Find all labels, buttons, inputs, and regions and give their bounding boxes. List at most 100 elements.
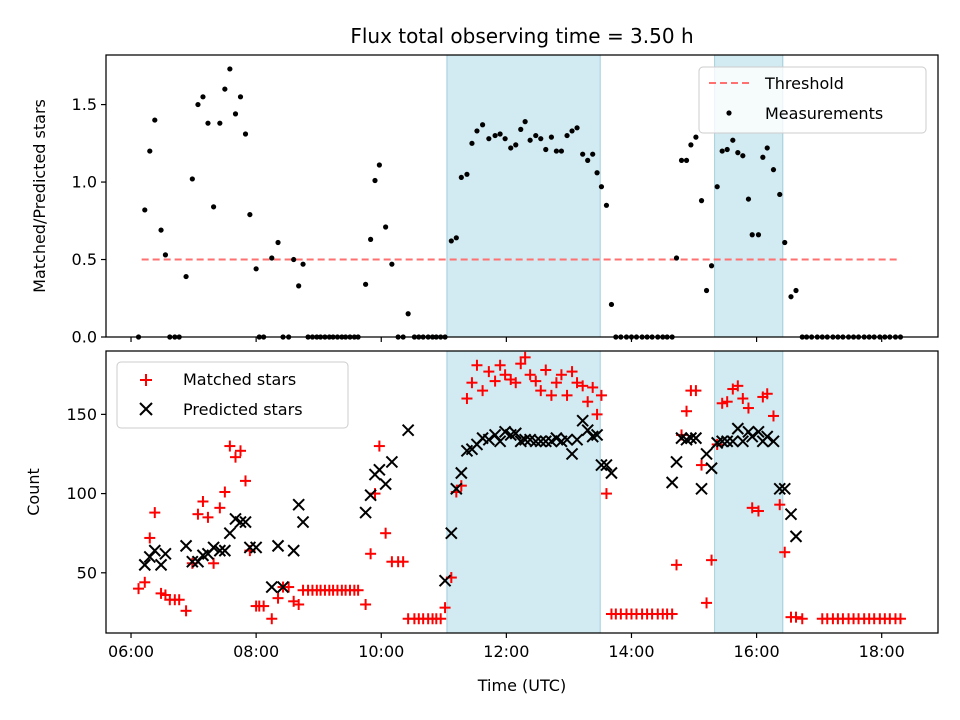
shaded-region <box>446 54 601 338</box>
shaded-region <box>714 350 784 634</box>
matched-star-point <box>595 389 607 401</box>
matched-star-point <box>283 581 295 593</box>
measurement-point <box>217 120 223 126</box>
shaded-region <box>446 350 601 634</box>
matched-star-point <box>577 380 589 392</box>
measurement-point <box>492 132 498 139</box>
predicted-star-point <box>385 455 399 469</box>
matched-star-point <box>555 369 567 381</box>
x-tick-label: 06:00 <box>108 642 154 661</box>
legend-matched-swatch <box>140 374 152 386</box>
predicted-star-point <box>695 482 708 496</box>
measurement-point <box>513 142 519 148</box>
matched-star-point <box>530 375 542 387</box>
matched-star-point <box>774 499 786 511</box>
measurement-point <box>195 101 201 108</box>
measurement-point <box>253 266 259 272</box>
measurement-point <box>714 184 720 190</box>
predicted-star-point <box>778 482 791 496</box>
measurement-point <box>673 255 680 261</box>
predicted-star-point <box>539 435 552 448</box>
legend-predicted-swatch <box>139 402 153 416</box>
measurement-point <box>574 125 580 131</box>
matched-star-point <box>373 440 385 452</box>
measurement-point <box>227 66 233 72</box>
predicted-star-point <box>595 458 608 472</box>
predicted-star-point <box>715 435 729 448</box>
measurement-point <box>782 239 788 246</box>
predicted-star-point <box>665 476 679 489</box>
predicted-star-point <box>670 455 683 469</box>
matched-star-point <box>229 451 241 463</box>
matched-star-point <box>515 358 527 370</box>
top-plot-frame <box>105 54 939 338</box>
measurement-point <box>688 142 694 148</box>
predicted-star-point <box>223 526 237 540</box>
matched-star-point <box>149 507 161 519</box>
matched-star-point <box>540 364 552 376</box>
measurement-point <box>222 86 228 92</box>
measurement-point <box>210 204 217 210</box>
measurement-point <box>383 224 389 230</box>
predicted-star-point <box>154 558 168 572</box>
matched-star-point <box>571 377 583 389</box>
predicted-star-point <box>529 435 542 448</box>
legend-measurements-label: Measurements <box>765 104 883 123</box>
predicted-star-point <box>493 435 507 448</box>
measurement-point <box>464 171 470 177</box>
bottom-y-ticks: 50 100 150 <box>66 405 106 582</box>
matched-star-point <box>711 438 723 450</box>
legend-matched-label: Matched stars <box>183 370 296 389</box>
matched-star-point <box>510 377 522 389</box>
measurement-point <box>580 151 586 157</box>
top-legend: Threshold Measurements <box>698 66 927 134</box>
matched-star-point <box>761 388 773 400</box>
predicted-star-point <box>148 544 162 557</box>
matched-star-point <box>681 405 693 417</box>
matched-star-point <box>139 576 151 588</box>
matched-star-point <box>561 389 573 401</box>
matched-star-point <box>234 445 246 457</box>
measurement-point <box>158 227 164 233</box>
measurement-point <box>183 273 189 280</box>
y-tick-label: 150 <box>66 405 97 424</box>
y-tick-label: 50 <box>77 563 97 582</box>
predicted-star-point <box>498 425 512 439</box>
predicted-star-point <box>720 435 734 448</box>
measurement-point <box>508 145 514 151</box>
predicted-star-point <box>138 558 151 572</box>
matched-star-point <box>214 502 226 514</box>
measurement-point <box>502 136 508 142</box>
measurement-point <box>788 294 794 300</box>
measurement-point <box>598 184 605 190</box>
measurement-point <box>548 134 555 140</box>
measurement-point <box>147 148 153 154</box>
matched-star-point <box>587 381 599 393</box>
legend-threshold-label: Threshold <box>764 74 844 93</box>
measurement-point <box>724 146 730 153</box>
matched-star-point <box>144 532 156 544</box>
measurement-point <box>200 94 206 100</box>
predicted-star-point <box>784 507 798 521</box>
measurement-point <box>683 157 690 163</box>
measurement-point <box>142 207 148 213</box>
bottom-series <box>133 351 906 625</box>
predicted-star-point <box>560 433 574 446</box>
predicted-star-point <box>576 414 589 427</box>
measurement-point <box>269 255 275 261</box>
measurement-point <box>237 94 244 100</box>
measurement-point <box>708 263 715 269</box>
predicted-star-point <box>705 462 718 475</box>
measurement-point <box>755 232 762 238</box>
y-tick-label: 0.0 <box>72 328 97 347</box>
predicted-star-point <box>373 463 386 477</box>
x-tick-label: 14:00 <box>608 642 654 661</box>
matched-star-point <box>380 527 392 539</box>
measurement-point <box>527 137 533 143</box>
predicted-star-point <box>271 539 285 553</box>
measurement-point <box>764 145 770 151</box>
matched-star-point <box>752 505 764 517</box>
measurement-point <box>603 202 610 208</box>
predicted-star-point <box>731 422 745 435</box>
matched-star-point <box>732 380 744 392</box>
